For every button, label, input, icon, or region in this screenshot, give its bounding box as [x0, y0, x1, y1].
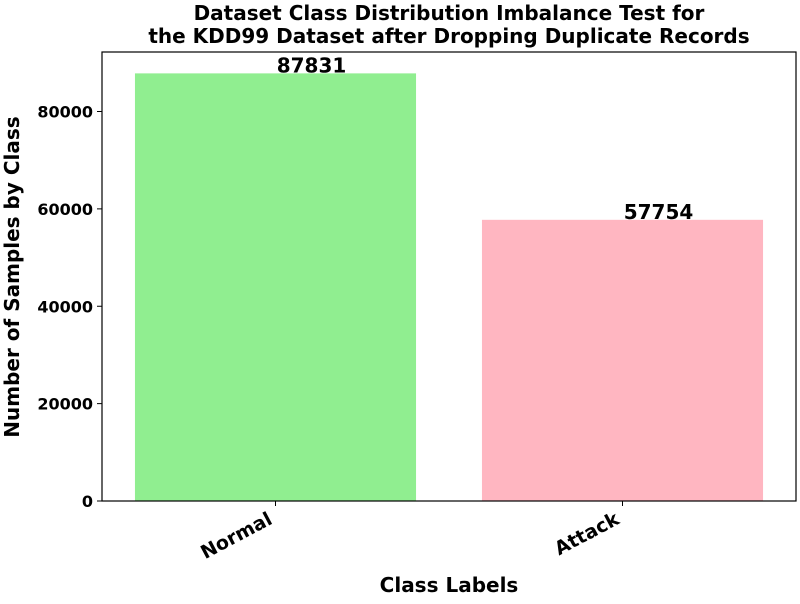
x-axis-ticks: Normal Attack	[197, 501, 623, 564]
chart-title-line-1: Dataset Class Distribution Imbalance Tes…	[194, 1, 705, 25]
y-axis-ticks: 0 20000 40000 60000 80000	[37, 103, 102, 511]
data-label-normal: 87831	[277, 53, 347, 77]
data-label-attack: 57754	[624, 200, 694, 224]
y-tick-label: 80000	[37, 103, 93, 122]
x-tick-label-attack: Attack	[551, 508, 623, 560]
bar-normal	[134, 73, 417, 501]
x-axis-label: Class Labels	[380, 573, 519, 597]
data-labels: 87831 57754	[277, 53, 694, 223]
y-tick-label: 60000	[37, 200, 93, 219]
plot-frame	[101, 51, 797, 502]
y-tick-label: 40000	[37, 297, 93, 316]
y-tick-label: 0	[82, 492, 93, 511]
y-axis-label: Number of Samples by Class	[0, 116, 24, 437]
y-tick-label: 20000	[37, 395, 93, 414]
bars-group	[134, 73, 764, 501]
chart-title-line-2: the KDD99 Dataset after Dropping Duplica…	[148, 24, 749, 48]
x-tick-label-normal: Normal	[197, 508, 276, 564]
bar-attack	[481, 219, 764, 501]
